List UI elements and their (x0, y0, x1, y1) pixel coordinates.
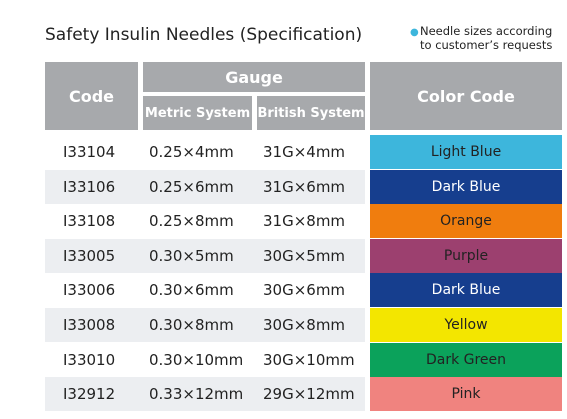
table-cell: 31G×6mm (263, 177, 346, 196)
table-cell: 29G×12mm (263, 385, 355, 404)
table-cell: I33008 (63, 316, 116, 334)
table-cell: 0.25×4mm (149, 143, 234, 161)
color-cell: Orange (370, 204, 562, 239)
color-cell: Light Blue (370, 135, 562, 169)
color-cell: Dark Blue (370, 169, 562, 204)
header-cell: Gauge (143, 62, 365, 92)
table-cell: 30G×8mm (263, 316, 346, 334)
table-cell: I33108 (63, 212, 116, 231)
row-band (45, 377, 365, 412)
table-cell: I33106 (63, 177, 116, 196)
table-cell: 31G×8mm (263, 212, 346, 231)
color-cell: Dark Blue (370, 273, 562, 308)
header-cell: Color Code (370, 62, 562, 130)
color-cell: Dark Green (370, 342, 562, 377)
header-cell: Metric System (143, 96, 252, 130)
header-cell: British System (257, 96, 365, 130)
table-cell: 0.25×6mm (149, 177, 234, 196)
row-band (45, 169, 365, 204)
table-cell: 0.30×5mm (149, 246, 234, 265)
table-cell: 0.30×6mm (149, 281, 234, 300)
title: Safety Insulin Needles (Specification) (45, 25, 363, 45)
note: Needle sizes according to customer’s req… (420, 24, 553, 52)
row-band (45, 238, 365, 273)
table-cell: I33010 (63, 350, 116, 369)
table-cell: 0.33×12mm (149, 385, 244, 404)
table-cell: I32912 (63, 385, 116, 404)
color-cell: Purple (370, 238, 562, 273)
table-cell: I33104 (63, 143, 116, 161)
header-cell: Code (45, 62, 138, 130)
color-cell: Pink (370, 377, 562, 412)
color-cell: Yellow (370, 308, 562, 342)
table-cell: 0.30×8mm (149, 316, 234, 334)
table-cell: I33005 (63, 246, 116, 265)
table-cell: 30G×10mm (263, 350, 355, 369)
bullet: ● (410, 26, 419, 38)
table-cell: 30G×5mm (263, 246, 346, 265)
table-cell: 0.30×10mm (149, 350, 244, 369)
table-cell: 31G×4mm (263, 143, 346, 161)
table-cell: I33006 (63, 281, 116, 300)
table-cell: 30G×6mm (263, 281, 346, 300)
table-cell: 0.25×8mm (149, 212, 234, 231)
row-band (45, 308, 365, 342)
